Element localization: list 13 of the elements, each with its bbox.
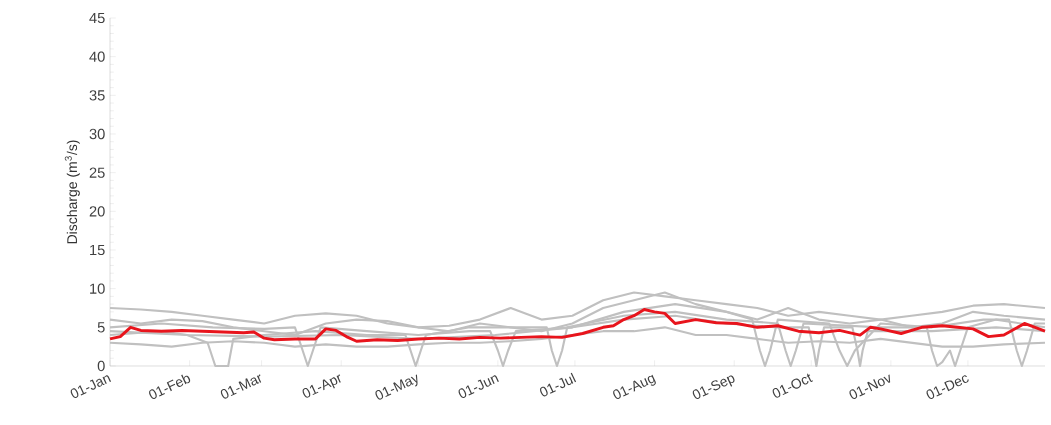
y-tick-label: 45	[89, 12, 105, 24]
y-tick-label: 30	[89, 128, 105, 140]
y-tick-label: 40	[89, 51, 105, 62]
y-axis-title: Discharge (m$^{3}$/s)	[64, 140, 80, 244]
y-tick-label: 0	[97, 360, 105, 372]
y-tick-label: 15	[90, 244, 105, 256]
y-tick-label: 35	[89, 90, 105, 101]
y-tick-label: 25	[89, 167, 105, 178]
y-tick-label: 20	[89, 206, 105, 217]
x-tick-label: 01-Jun	[458, 375, 499, 399]
y-tick-label: 5	[97, 322, 105, 333]
y-tick-label: 10	[90, 283, 105, 294]
x-tick-label: 01-Jan	[70, 375, 112, 399]
